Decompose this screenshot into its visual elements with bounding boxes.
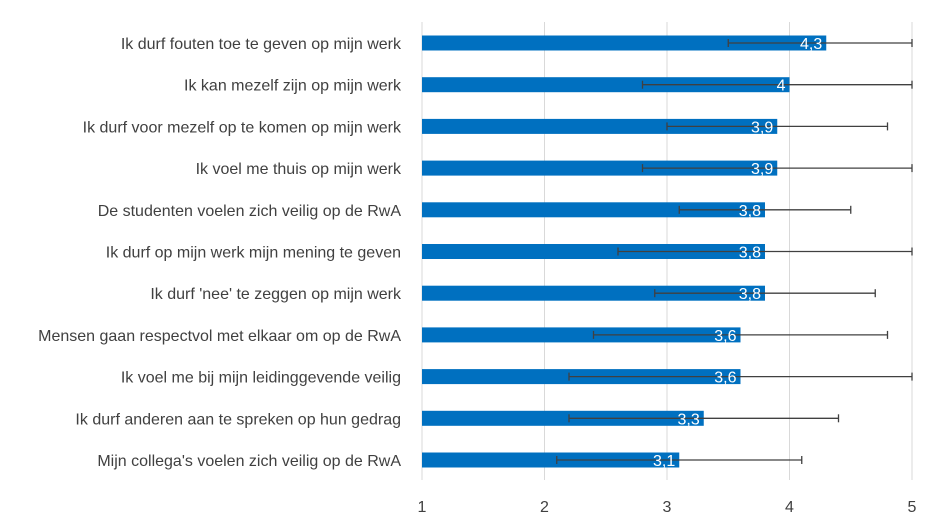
- x-tick-label-2: 2: [540, 499, 549, 516]
- data-label: 4: [777, 78, 786, 95]
- category-label: Ik voel me bij mijn leidinggevende veili…: [121, 370, 401, 387]
- bar: [422, 77, 790, 93]
- data-labels: 4,3 4 3,9 3,9 3,8 3,8 3,8 3,6 3,6 3,3 3,1: [653, 36, 822, 470]
- error-bar: [617, 247, 913, 256]
- bar: [422, 327, 741, 343]
- category-label: Ik durf fouten toe te geven op mijn werk: [121, 36, 402, 53]
- error-bar: [678, 205, 852, 214]
- category-label: Ik voel me thuis op mijn werk: [196, 161, 402, 178]
- error-bar: [592, 330, 889, 339]
- category-label: Ik kan mezelf zijn op mijn werk: [184, 78, 402, 95]
- data-label: 3,6: [714, 328, 736, 345]
- x-tick-label-1: 1: [418, 499, 427, 516]
- error-bar: [641, 164, 913, 173]
- error-bar: [666, 122, 889, 131]
- category-label: Ik durf anderen aan te spreken op hun ge…: [75, 411, 401, 428]
- error-bar: [556, 456, 803, 464]
- category-label: Mensen gaan respectvol met elkaar om op …: [38, 328, 401, 345]
- error-bars: [556, 39, 913, 464]
- x-tick-label-4: 4: [785, 499, 794, 516]
- error-bar: [568, 414, 840, 423]
- data-label: 3,1: [653, 453, 675, 470]
- category-label: Ik durf voor mezelf op te komen op mijn …: [83, 119, 402, 136]
- bar: [422, 452, 680, 468]
- data-label: 3,9: [751, 119, 773, 136]
- bar: [422, 118, 778, 134]
- bar: [422, 244, 765, 259]
- x-tick-label-3: 3: [663, 499, 672, 516]
- bar: [422, 160, 778, 176]
- category-labels: Ik durf fouten toe te geven op mijn werk…: [38, 36, 402, 470]
- data-label: 3,8: [739, 203, 761, 220]
- bar: [422, 285, 765, 301]
- data-label: 3,6: [714, 370, 736, 387]
- bar: [422, 35, 827, 51]
- error-bar: [641, 80, 913, 89]
- data-label: 3,8: [739, 245, 761, 262]
- data-label: 3,3: [678, 411, 700, 428]
- error-bar: [727, 39, 913, 47]
- x-tick-label-5: 5: [908, 499, 917, 516]
- category-label: Ik durf op mijn werk mijn mening te geve…: [106, 245, 401, 262]
- error-bar: [654, 289, 876, 298]
- data-label: 4,3: [800, 36, 822, 53]
- category-label: Mijn collega's voelen zich veilig op de …: [97, 453, 401, 470]
- category-label: Ik durf 'nee' te zeggen op mijn werk: [150, 286, 402, 303]
- bar: [422, 410, 704, 426]
- data-label: 3,9: [751, 161, 773, 178]
- x-axis-tick-labels: 1 2 3 4 5: [418, 499, 917, 516]
- error-bar: [568, 372, 913, 381]
- data-label: 3,8: [739, 286, 761, 303]
- category-label: De studenten voelen zich veilig op de Rw…: [98, 203, 402, 220]
